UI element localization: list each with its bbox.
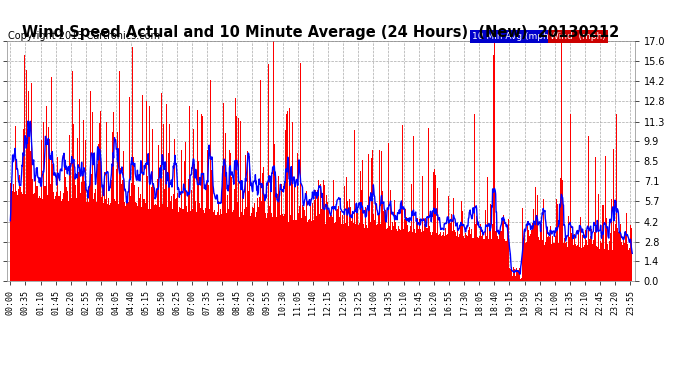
Text: Wind  (mph): Wind (mph) bbox=[550, 32, 606, 41]
Text: 10 Min Avg (mph): 10 Min Avg (mph) bbox=[471, 32, 552, 41]
Text: Copyright 2013 Cartronics.com: Copyright 2013 Cartronics.com bbox=[8, 31, 160, 41]
Title: Wind Speed Actual and 10 Minute Average (24 Hours)  (New)  20130212: Wind Speed Actual and 10 Minute Average … bbox=[22, 25, 620, 40]
